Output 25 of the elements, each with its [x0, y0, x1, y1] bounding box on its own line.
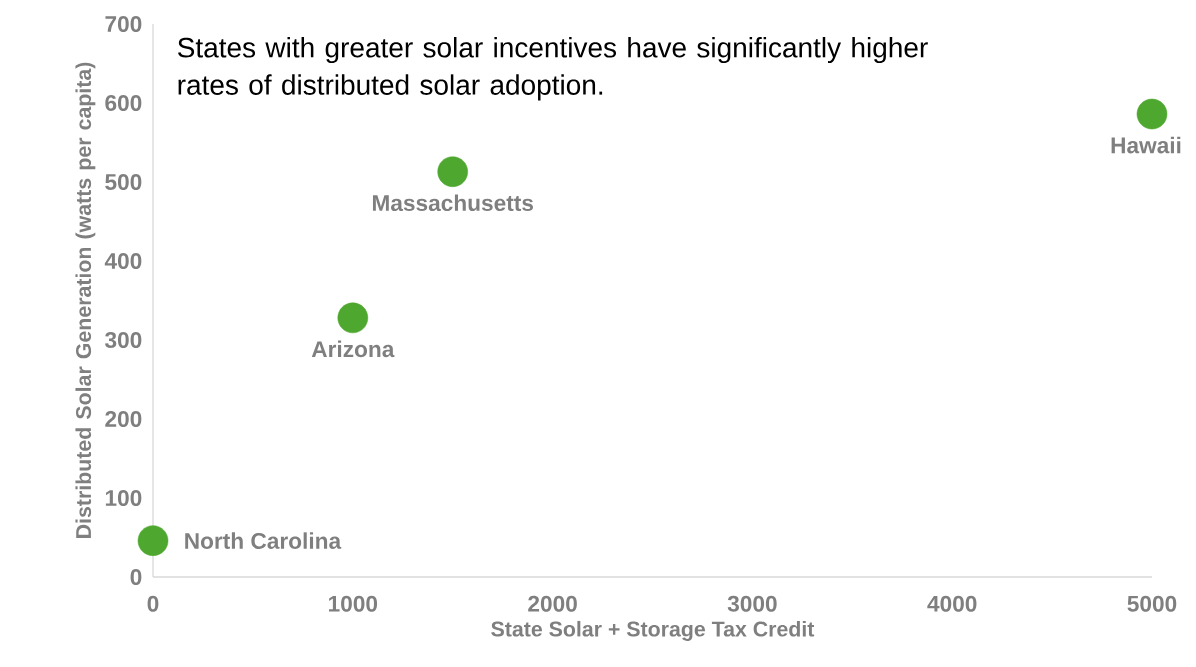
- point: [337, 302, 369, 334]
- annotation: Arizona: [311, 340, 395, 358]
- y-tick-label: 700: [105, 15, 142, 33]
- x-tick-label: 1000: [329, 595, 378, 612]
- x-axis-title: State Solar + Storage Tax Credit: [491, 620, 815, 641]
- point: [1136, 98, 1168, 130]
- annotation: Massachusetts: [372, 194, 534, 212]
- y-tick-label: 200: [105, 410, 142, 428]
- y-tick-label: 300: [105, 331, 142, 349]
- x-tick-label: 4000: [927, 595, 977, 612]
- y-tick-label: 500: [105, 173, 142, 191]
- point: [137, 525, 169, 556]
- x-tick-label: 5000: [1127, 595, 1177, 612]
- x-tick-label: 0: [147, 595, 159, 612]
- text: States with greater solar incentives have significantly higher rates of distributed solar adoption.: [177, 37, 928, 101]
- y-tick-label: 0: [130, 568, 142, 586]
- y-tick-label: 400: [104, 252, 142, 270]
- y-axis-title: Distributed Solar Generation (watts per capita): [75, 62, 96, 538]
- x-tick-label: 2000: [528, 595, 577, 612]
- y-tick-label: 100: [105, 489, 142, 507]
- annotation: North Carolina: [185, 532, 342, 549]
- y-tick-label: 600: [105, 94, 142, 112]
- x-tick-label: 3000: [727, 595, 777, 612]
- annotation: Hawaii: [1111, 136, 1181, 154]
- point: [437, 156, 468, 187]
